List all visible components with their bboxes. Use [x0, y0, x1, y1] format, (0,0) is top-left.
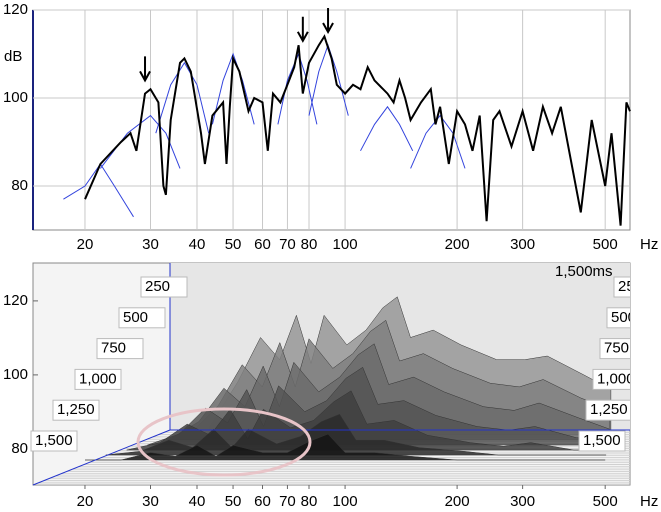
x-tick-label: 300	[510, 493, 535, 510]
y-axis-label: dB	[4, 48, 22, 65]
time-tick-box	[599, 338, 630, 360]
floor-side-line	[32, 429, 171, 486]
time-tick-box	[585, 399, 630, 421]
x-tick-label: 80	[301, 493, 318, 510]
y-tick-label: 100	[3, 89, 28, 106]
time-tick-label: 750	[101, 340, 126, 357]
time-tick-label: 250	[145, 278, 170, 295]
waterfall-slice	[105, 413, 607, 456]
x-tick-label: 20	[77, 236, 94, 253]
time-tick-box	[578, 430, 626, 452]
y-tick-label: 120	[3, 292, 28, 309]
y-tick-label: 100	[3, 366, 28, 383]
series-line	[360, 105, 414, 152]
time-tick-box	[52, 399, 100, 421]
x-tick-label: 30	[142, 236, 159, 253]
top-plot-area	[32, 9, 631, 231]
x-tick-label: 40	[189, 236, 206, 253]
x-tick-label: 200	[445, 493, 470, 510]
x-tick-label: 500	[593, 236, 618, 253]
arrow	[322, 8, 334, 35]
x-tick-label: 30	[142, 493, 159, 510]
x-tick-label: 60	[254, 236, 271, 253]
arrow	[139, 56, 151, 83]
x-tick-label: 60	[254, 493, 271, 510]
x-tick-label: 20	[77, 493, 94, 510]
time-tick-label: 1,250	[590, 401, 628, 418]
time-tick-box	[74, 368, 122, 390]
x-tick-label: 200	[445, 236, 470, 253]
time-tick-label: 250	[618, 278, 643, 295]
y-tick-label: 80	[11, 177, 28, 194]
time-tick-label: 1,000	[597, 370, 635, 387]
x-tick-label: 70	[279, 236, 296, 253]
x-unit-label: Hz	[640, 236, 658, 253]
x-tick-label: 70	[279, 493, 296, 510]
y-tick-label: 120	[3, 1, 28, 18]
time-tick-box	[140, 276, 188, 298]
series-line	[84, 34, 631, 226]
time-tick-label: 500	[123, 309, 148, 326]
x-tick-label: 500	[593, 493, 618, 510]
time-tick-label: 1,500	[583, 432, 621, 449]
time-tick-label: 1,000	[79, 370, 117, 387]
time-tick-label: 1,500	[35, 432, 73, 449]
x-tick-label: 100	[333, 236, 358, 253]
time-tick-box	[592, 368, 630, 390]
x-tick-label: 40	[189, 493, 206, 510]
highlight-ellipse	[136, 407, 312, 477]
time-tick-label: 750	[604, 340, 629, 357]
time-tick-box	[96, 338, 144, 360]
time-tick-box	[606, 307, 630, 329]
time-tick-box	[118, 307, 166, 329]
y-tick-label: 80	[11, 440, 28, 457]
time-unit-label: 1,500ms	[555, 263, 613, 280]
waterfall-slice	[85, 433, 606, 461]
time-tick-box	[613, 276, 630, 298]
time-tick-label: 1,250	[57, 401, 95, 418]
series-line	[211, 52, 255, 125]
time-tick-box	[30, 430, 78, 452]
x-tick-label: 100	[333, 493, 358, 510]
time-tick-label: 500	[611, 309, 636, 326]
series-line	[410, 114, 466, 169]
arrow	[296, 16, 309, 43]
x-unit-label: Hz	[640, 493, 658, 510]
series-line	[155, 61, 210, 134]
x-tick-label: 80	[301, 236, 318, 253]
x-tick-label: 50	[225, 236, 242, 253]
x-tick-label: 50	[225, 493, 242, 510]
x-tick-label: 300	[510, 236, 535, 253]
